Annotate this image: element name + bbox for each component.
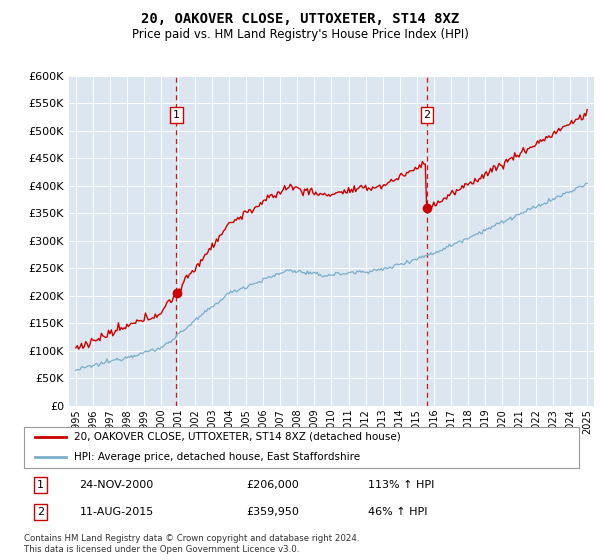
Text: 20, OAKOVER CLOSE, UTTOXETER, ST14 8XZ: 20, OAKOVER CLOSE, UTTOXETER, ST14 8XZ	[141, 12, 459, 26]
Text: 2: 2	[424, 110, 431, 120]
Text: 113% ↑ HPI: 113% ↑ HPI	[368, 480, 434, 490]
Text: This data is licensed under the Open Government Licence v3.0.: This data is licensed under the Open Gov…	[24, 545, 299, 554]
Text: 2: 2	[37, 507, 44, 517]
Text: 24-NOV-2000: 24-NOV-2000	[79, 480, 154, 490]
Text: 20, OAKOVER CLOSE, UTTOXETER, ST14 8XZ (detached house): 20, OAKOVER CLOSE, UTTOXETER, ST14 8XZ (…	[74, 432, 401, 442]
Text: 1: 1	[37, 480, 44, 490]
Text: Contains HM Land Registry data © Crown copyright and database right 2024.: Contains HM Land Registry data © Crown c…	[24, 534, 359, 543]
Text: HPI: Average price, detached house, East Staffordshire: HPI: Average price, detached house, East…	[74, 452, 360, 462]
Text: Price paid vs. HM Land Registry's House Price Index (HPI): Price paid vs. HM Land Registry's House …	[131, 28, 469, 41]
Text: 11-AUG-2015: 11-AUG-2015	[79, 507, 154, 517]
Text: 46% ↑ HPI: 46% ↑ HPI	[368, 507, 428, 517]
Text: £359,950: £359,950	[246, 507, 299, 517]
Text: £206,000: £206,000	[246, 480, 299, 490]
Text: 1: 1	[173, 110, 180, 120]
